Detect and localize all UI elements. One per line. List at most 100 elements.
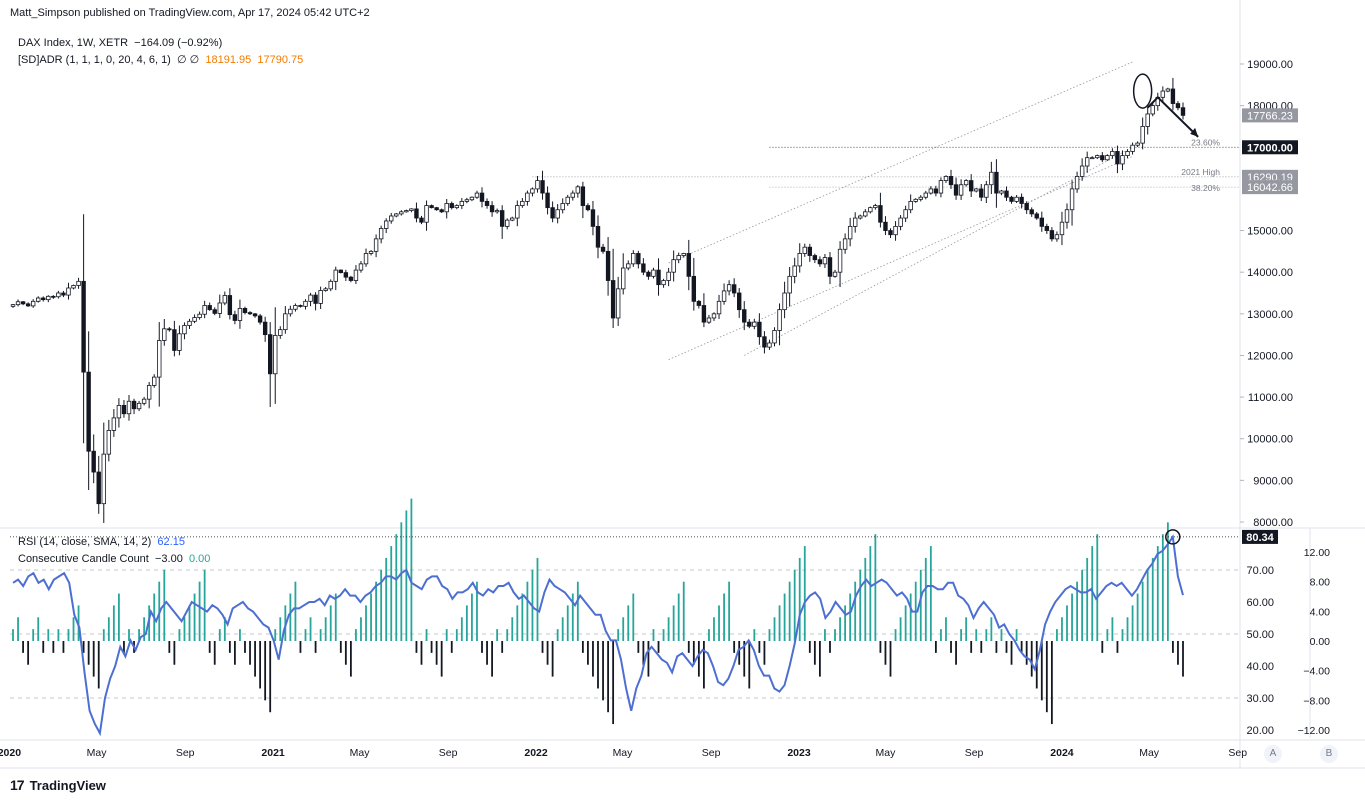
candle-body [343, 272, 349, 278]
count-bar [1166, 522, 1169, 641]
adr-legend[interactable]: [SD]ADR (1, 1, 1, 0, 20, 4, 6, 1) ∅ ∅ 18… [18, 53, 303, 66]
candle-body [701, 305, 707, 323]
candle-body [525, 192, 530, 202]
candle-body [232, 314, 238, 321]
count-bar [687, 641, 690, 653]
count-bar [566, 605, 569, 641]
candle-body [338, 269, 344, 273]
count-bar [662, 629, 665, 641]
candle-body [570, 192, 575, 198]
count-bar [909, 593, 912, 641]
price-tag-label: 16042.66 [1247, 182, 1293, 194]
candle-body [424, 205, 429, 223]
candle-body [489, 205, 495, 213]
count-bar [420, 641, 423, 665]
count-bar [244, 641, 246, 653]
candle-body [691, 275, 697, 302]
candle-body [187, 320, 192, 326]
count-bar [642, 641, 645, 665]
price-tick-label: 11000.00 [1248, 392, 1293, 404]
count-bar [556, 629, 559, 641]
tradingview-logo[interactable]: 17 TradingView [10, 777, 106, 793]
time-tick-label: Sep [1228, 747, 1247, 759]
count-bar [82, 641, 85, 653]
candle-body [681, 253, 686, 256]
time-tick-label: Sep [439, 747, 458, 759]
price-tick-label: 10000.00 [1247, 434, 1293, 446]
count-bar [768, 629, 771, 641]
count-bar [188, 605, 191, 641]
count-bar [57, 629, 60, 641]
candle-body [1095, 155, 1100, 159]
count-bar [309, 617, 312, 641]
candle-body [928, 188, 934, 194]
count-bar [264, 641, 267, 701]
button-b[interactable]: B [1320, 745, 1338, 763]
time-tick-label: May [1139, 747, 1160, 759]
candle-body [999, 190, 1004, 194]
button-a[interactable]: A [1264, 745, 1282, 763]
count-bar [47, 629, 50, 641]
count-bar [440, 641, 443, 677]
candle-body [30, 300, 36, 307]
candle-body [1115, 151, 1120, 165]
count-bar [491, 641, 493, 677]
candle-body [439, 209, 444, 213]
count-bar [112, 605, 115, 641]
candle-body [852, 217, 858, 227]
count-bar [672, 605, 675, 641]
count-bar [1161, 534, 1164, 641]
count-bar [42, 641, 45, 653]
candle-body [237, 308, 243, 321]
rsi-tick-label: 60.00 [1246, 597, 1274, 609]
candle-body [802, 246, 807, 254]
count-bar [334, 593, 337, 641]
count-bar [677, 593, 680, 641]
candle-body [908, 200, 913, 211]
rsi-tick-label: 50.00 [1246, 629, 1274, 641]
ccc-legend[interactable]: Consecutive Candle Count −3.00 0.00 [18, 553, 210, 565]
count-bar [1071, 593, 1073, 641]
candle-body [51, 295, 56, 298]
ccc-value: −3.00 [154, 553, 183, 565]
count-bar [128, 629, 130, 641]
count-tick-label: −4.00 [1303, 666, 1330, 678]
count-bar [728, 581, 731, 641]
candle-body [1049, 230, 1055, 240]
candle-body [555, 209, 560, 219]
candle-body [146, 385, 152, 400]
candle-body [262, 321, 268, 336]
candle-body [222, 295, 228, 304]
count-bar [657, 641, 660, 653]
candle-body [121, 405, 127, 415]
rsi-legend[interactable]: RSI (14, close, SMA, 14, 2) 62.15 [18, 536, 185, 548]
candle-body [36, 297, 41, 302]
count-bar [208, 641, 211, 653]
candle-body [1059, 221, 1065, 236]
count-bar [12, 629, 14, 641]
candle-body [893, 225, 898, 236]
count-bar [813, 641, 816, 665]
count-bar [879, 641, 882, 653]
count-bar [107, 617, 110, 641]
rsi-tick-label: 30.00 [1246, 693, 1274, 705]
count-bar [410, 498, 413, 641]
count-bar [778, 605, 781, 641]
candle-body [136, 402, 142, 410]
count-bar [365, 605, 367, 641]
candle-body [560, 203, 565, 211]
candle-body [953, 184, 959, 196]
candle-body [837, 248, 843, 273]
candle-body [716, 300, 722, 315]
candle-body [626, 263, 631, 269]
count-bar [516, 605, 519, 641]
main-legend[interactable]: DAX Index, 1W, XETR −164.09 (−0.92%) [18, 37, 222, 49]
candle-body [610, 280, 616, 319]
candle-body [938, 180, 944, 194]
candle-body [918, 196, 923, 200]
candle-body [1110, 151, 1115, 157]
candle-body [414, 208, 419, 219]
candle-body [595, 225, 601, 248]
candle-body [686, 253, 691, 277]
candle-body [177, 333, 182, 351]
